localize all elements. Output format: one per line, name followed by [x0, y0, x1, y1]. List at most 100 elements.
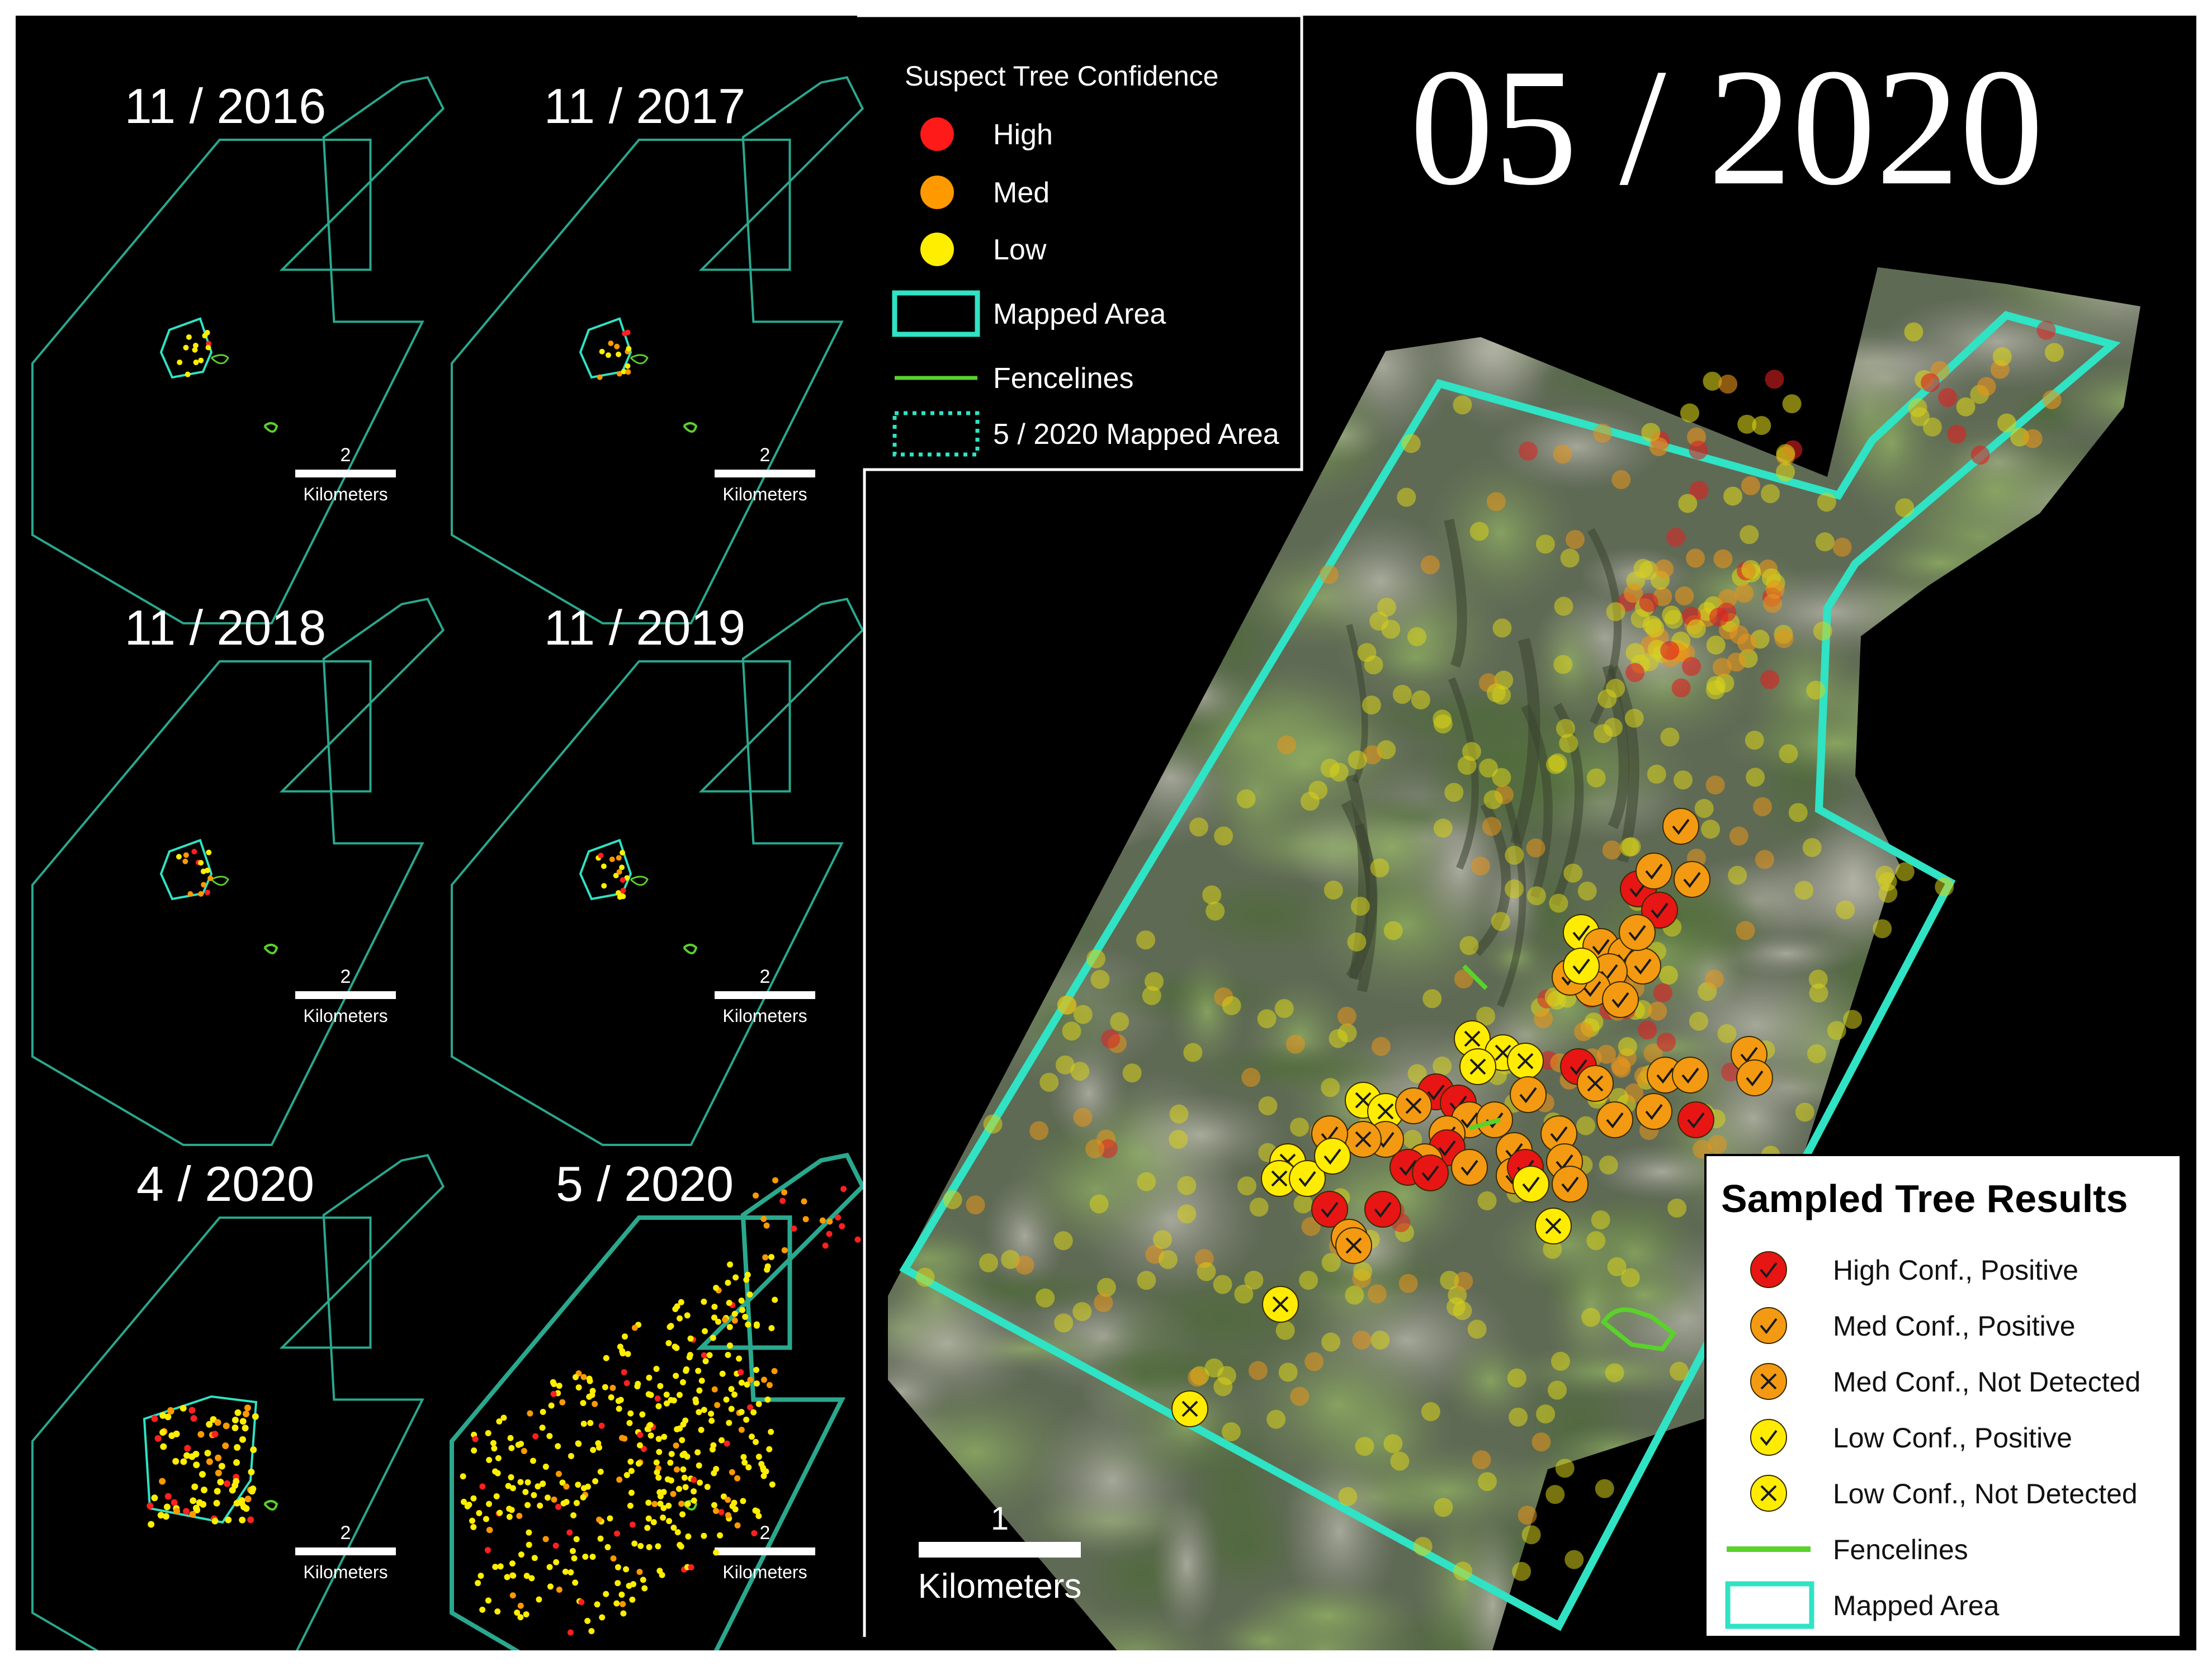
suspect-tree: [1718, 374, 1738, 394]
suspect-point: [639, 1411, 646, 1418]
suspect-tree: [1606, 602, 1625, 622]
suspect-tree: [1595, 1479, 1614, 1498]
terrain-texture: [1130, 319, 1221, 432]
suspect-point: [624, 875, 630, 881]
suspect-tree: [1712, 657, 1732, 677]
suspect-point: [725, 1512, 731, 1518]
suspect-tree: [1686, 548, 1705, 568]
terrain-texture: [888, 899, 1010, 1002]
suspect-tree: [1610, 1056, 1630, 1076]
suspect-point: [521, 1447, 527, 1454]
check-icon: [1572, 925, 1590, 941]
terrain-texture: [1179, 1043, 1411, 1095]
suspect-tree: [1234, 1284, 1254, 1304]
suspect-tree: [1788, 803, 1808, 822]
suspect-point: [726, 1342, 733, 1349]
suspect-point: [711, 1303, 718, 1310]
suspect-point: [725, 1279, 731, 1286]
suspect-point: [506, 1513, 513, 1520]
suspect-point: [159, 1412, 167, 1419]
suspect-point: [243, 1411, 250, 1418]
suspect-tree: [1717, 1024, 1737, 1043]
scale-unit: Kilometers: [303, 1006, 387, 1026]
suspect-tree: [1655, 559, 1674, 579]
sampled-tree-marker: [1364, 1191, 1401, 1228]
suspect-point: [238, 1499, 245, 1507]
suspect-tree: [1774, 629, 1794, 649]
suspect-point: [637, 1432, 644, 1438]
suspect-tree: [915, 1267, 935, 1287]
suspect-tree: [1565, 1550, 1584, 1569]
suspect-point: [771, 1367, 778, 1374]
suspect-point: [151, 1494, 158, 1502]
suspect-tree: [1090, 969, 1110, 989]
suspect-point: [673, 1345, 680, 1351]
suspect-point: [688, 1564, 694, 1570]
results-legend-item: Low Conf., Positive: [1750, 1419, 2072, 1456]
suspect-point: [685, 1533, 692, 1540]
fenceline: [263, 944, 278, 954]
suspect-point: [726, 1419, 732, 1426]
suspect-point: [772, 1296, 778, 1303]
suspect-tree: [1667, 1198, 1687, 1218]
legend-swatch: [920, 233, 954, 266]
suspect-point: [753, 1322, 760, 1329]
suspect-tree: [1682, 657, 1701, 676]
terrain-texture: [1233, 1578, 1422, 1650]
suspect-point: [766, 1381, 773, 1388]
suspect-tree: [1383, 921, 1403, 940]
suspect-tree: [1723, 486, 1743, 506]
small-map: 5 / 2020 2 Kilometers: [450, 1152, 866, 1650]
suspect-tree: [1755, 850, 1774, 869]
suspect-tree: [1177, 1176, 1197, 1195]
suspect-tree: [1422, 989, 1442, 1009]
suspect-point: [217, 1478, 224, 1485]
terrain-texture: [1880, 1009, 2047, 1171]
suspect-tree: [1701, 820, 1721, 839]
terrain-texture: [1890, 727, 2131, 884]
terrain-texture: [888, 995, 1012, 1114]
sampled-tree: [1636, 1093, 1672, 1130]
suspect-tree: [1338, 1487, 1358, 1506]
suspect-point: [708, 1411, 715, 1417]
suspect-point: [609, 1385, 616, 1392]
suspect-point: [768, 1428, 774, 1435]
suspect-tree: [1137, 1271, 1156, 1290]
suspect-point: [621, 1333, 628, 1340]
suspect-tree: [1813, 621, 1832, 641]
suspect-tree: [1249, 1198, 1269, 1217]
terrain-texture: [888, 598, 1010, 750]
suspect-point: [213, 1499, 220, 1507]
suspect-tree: [1607, 1257, 1627, 1276]
suspect-point: [587, 1419, 594, 1426]
suspect-point: [601, 863, 607, 869]
suspect-point: [660, 1514, 667, 1521]
suspect-point: [766, 1446, 773, 1452]
suspect-point: [623, 1380, 630, 1386]
legend-swatch: [1750, 1307, 1787, 1344]
suspect-point: [626, 345, 632, 352]
suspect-point: [485, 1430, 491, 1436]
suspect-tree: [1935, 877, 1954, 897]
suspect-tree: [1602, 840, 1622, 860]
suspect-point: [646, 1374, 653, 1381]
suspect-point: [745, 1464, 752, 1471]
suspect-point: [694, 1449, 701, 1456]
suspect-point: [640, 1577, 646, 1583]
suspect-point: [556, 1587, 563, 1593]
suspect-point: [483, 1516, 489, 1522]
terrain-texture: [1591, 1143, 1732, 1200]
scale-bar: [295, 470, 396, 477]
suspect-tree: [1718, 589, 1737, 608]
suspect-point: [160, 1443, 167, 1450]
check-icon: [1656, 1067, 1674, 1084]
suspect-tree: [1536, 1404, 1556, 1424]
suspect-tree: [1622, 837, 1641, 856]
suspect-tree: [1421, 1402, 1440, 1422]
suspect-point: [183, 1452, 191, 1459]
suspect-point: [627, 1459, 634, 1465]
terrain-texture: [1963, 677, 2140, 754]
scale-value: 2: [760, 444, 771, 466]
suspect-tree: [1678, 494, 1698, 513]
suspect-point: [580, 1374, 587, 1380]
